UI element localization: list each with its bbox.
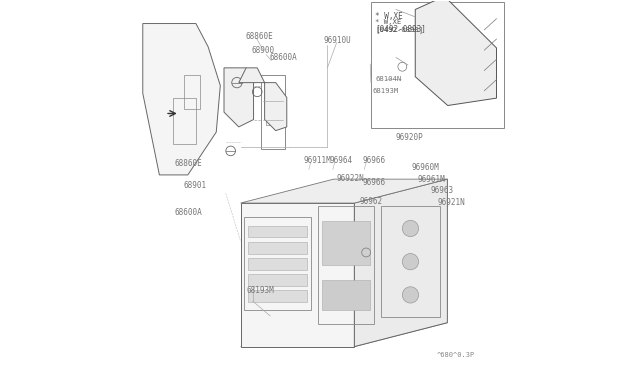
Text: 68600A: 68600A [269,53,297,62]
Polygon shape [224,68,253,127]
Text: 96920P: 96920P [396,133,424,142]
Polygon shape [415,0,497,106]
Text: 96960M: 96960M [412,163,439,172]
Text: 68860E: 68860E [174,159,202,169]
Text: 68900: 68900 [252,46,275,55]
Bar [248,242,307,254]
Text: ^680^0.3P: ^680^0.3P [437,352,475,358]
Bar [248,225,307,237]
Bar [173,98,196,144]
Circle shape [403,220,419,237]
Polygon shape [241,179,447,203]
Bar [244,217,311,310]
Text: 96966: 96966 [362,178,385,187]
Bar [266,101,280,125]
Polygon shape [241,323,447,347]
Bar [248,274,307,286]
Text: 68104N: 68104N [376,76,402,82]
Polygon shape [241,203,355,347]
Text: 68193M: 68193M [372,88,399,94]
Text: 68600A: 68600A [174,208,202,217]
Text: 68193M: 68193M [246,286,274,295]
Circle shape [403,287,419,303]
Bar [371,2,504,128]
Text: 96921N: 96921N [437,198,465,207]
Text: 96966: 96966 [362,155,385,165]
Bar [318,206,374,324]
Bar [381,206,440,317]
Text: 68860E: 68860E [245,32,273,41]
Text: 96963: 96963 [431,186,454,195]
Text: 96922N: 96922N [337,174,364,183]
Text: 96910U: 96910U [324,36,351,45]
Polygon shape [355,179,447,347]
Text: * W,XE
[0492-0893]: * W,XE [0492-0893] [376,19,424,33]
Text: 68901: 68901 [184,182,207,190]
Bar [248,258,307,270]
Bar [184,75,200,109]
Text: 96964: 96964 [329,155,353,165]
Text: 96961M: 96961M [418,175,445,184]
Bar [322,280,370,310]
Polygon shape [143,23,220,175]
Circle shape [403,254,419,270]
Bar [322,221,370,265]
Bar [261,75,285,149]
Bar [248,291,307,302]
Text: 96911M: 96911M [303,155,331,165]
Polygon shape [239,68,287,131]
Text: * W,XE
[0492-0893]: * W,XE [0492-0893] [376,13,426,33]
Text: 96962: 96962 [359,197,382,206]
